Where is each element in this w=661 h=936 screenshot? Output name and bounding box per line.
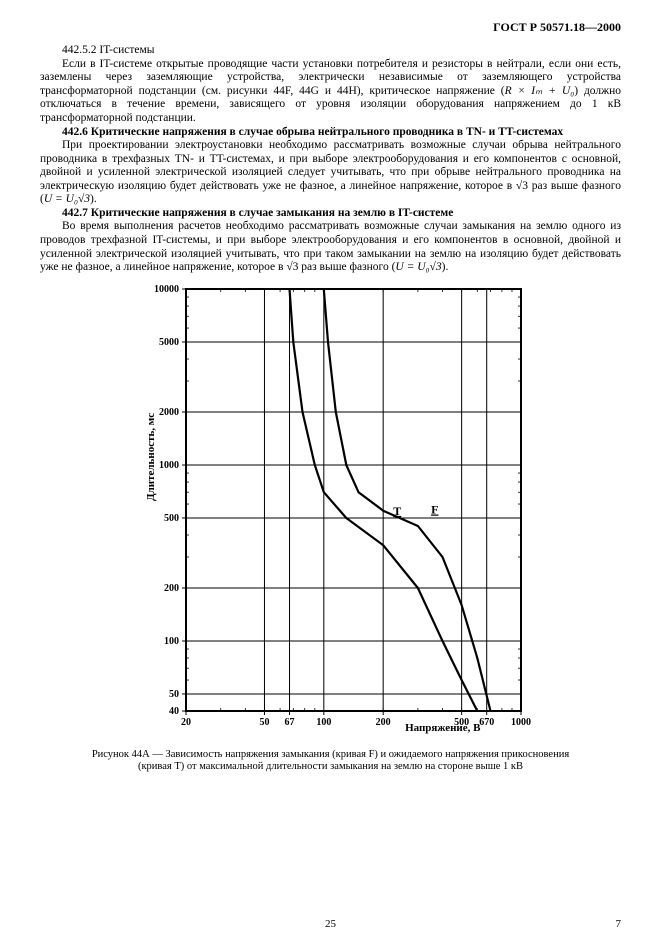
svg-text:200: 200: [164, 583, 179, 594]
text-run: При проектировании электроустановки необ…: [40, 139, 621, 205]
chart-svg: 2050671002005006701000405010020050010002…: [131, 281, 531, 741]
svg-text:F: F: [431, 502, 438, 516]
formula: U = U₀√3: [395, 261, 441, 273]
svg-text:1000: 1000: [511, 717, 531, 728]
section-442-5-2: 442.5.2 IT-системы: [40, 44, 621, 58]
svg-text:1000: 1000: [159, 460, 179, 471]
paragraph-it-system: Если в IT-системе открытые проводящие ча…: [40, 58, 621, 126]
svg-text:100: 100: [316, 717, 331, 728]
formula: R × Iₘ + U₀: [505, 85, 575, 97]
caption-line-2: (кривая T) от максимальной длительности …: [138, 761, 523, 772]
text-run: Во время выполнения расчетов необходимо …: [40, 220, 621, 273]
svg-text:40: 40: [169, 706, 179, 717]
svg-text:50: 50: [169, 689, 179, 700]
y-axis-label: Длительность, мс: [145, 413, 158, 501]
svg-text:5000: 5000: [159, 337, 179, 348]
x-axis-label: Напряжение, В: [405, 722, 480, 735]
text-run: ).: [442, 261, 449, 273]
caption-line-1: Рисунок 44А — Зависимость напряжения зам…: [92, 749, 569, 760]
svg-text:50: 50: [259, 717, 269, 728]
paragraph-442-6-body: При проектировании электроустановки необ…: [40, 139, 621, 207]
section-442-7: 442.7 Критические напряжения в случае за…: [40, 207, 621, 221]
svg-text:67: 67: [284, 717, 294, 728]
svg-text:20: 20: [181, 717, 191, 728]
svg-text:2000: 2000: [159, 407, 179, 418]
svg-text:200: 200: [375, 717, 390, 728]
svg-text:100: 100: [164, 636, 179, 647]
formula: U = U₀√3: [44, 193, 90, 205]
svg-text:500: 500: [164, 513, 179, 524]
text-run: ).: [90, 193, 97, 205]
page-number-right: 7: [616, 918, 622, 931]
page-number-center: 25: [0, 918, 661, 931]
svg-text:10000: 10000: [154, 284, 179, 295]
section-442-6: 442.6 Критические напряжения в случае об…: [40, 126, 621, 140]
paragraph-442-7-body: Во время выполнения расчетов необходимо …: [40, 220, 621, 274]
figure-caption: Рисунок 44А — Зависимость напряжения зам…: [40, 749, 621, 774]
doc-id: ГОСТ Р 50571.18—2000: [40, 20, 621, 34]
figure-44a: 2050671002005006701000405010020050010002…: [131, 281, 531, 741]
